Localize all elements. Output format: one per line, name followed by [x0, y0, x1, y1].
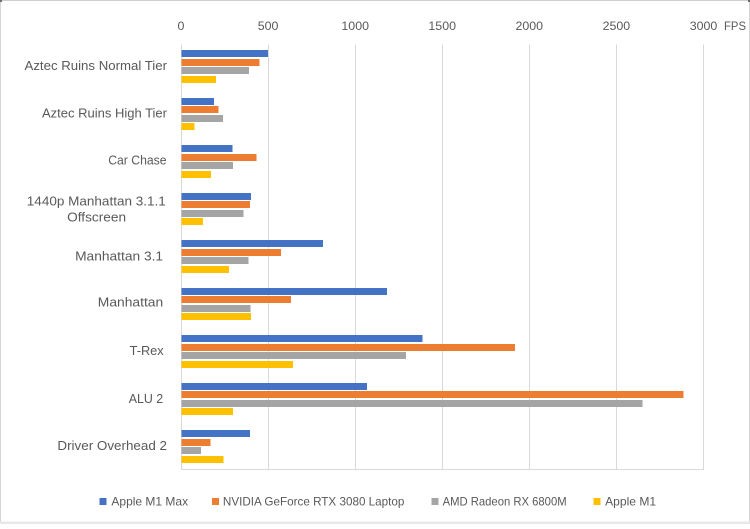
svg-text:Car Chase: Car Chase [108, 154, 166, 168]
svg-text:AMD Radeon RX 6800M: AMD Radeon RX 6800M [443, 495, 567, 508]
svg-text:T-Rex: T-Rex [130, 344, 165, 358]
svg-text:Driver Overhead 2: Driver Overhead 2 [57, 439, 167, 453]
svg-text:1440p Manhattan 3.1.1: 1440p Manhattan 3.1.1 [27, 194, 166, 208]
svg-text:500: 500 [258, 19, 279, 33]
svg-text:1000: 1000 [341, 19, 369, 33]
svg-text:ALU 2: ALU 2 [129, 392, 164, 406]
svg-text:Offscreen: Offscreen [67, 210, 126, 224]
svg-text:Aztec Ruins Normal Tier: Aztec Ruins Normal Tier [25, 59, 167, 73]
svg-text:Manhattan: Manhattan [98, 296, 163, 310]
svg-text:Manhattan 3.1: Manhattan 3.1 [75, 250, 163, 264]
svg-text:NVIDIA GeForce RTX 3080 Laptop: NVIDIA GeForce RTX 3080 Laptop [223, 495, 405, 508]
svg-text:3000: 3000 [690, 19, 718, 33]
svg-text:Aztec Ruins High Tier: Aztec Ruins High Tier [42, 106, 167, 120]
svg-text:0: 0 [178, 19, 185, 33]
svg-text:2500: 2500 [603, 19, 631, 33]
svg-text:1500: 1500 [428, 19, 456, 33]
svg-text:Apple M1: Apple M1 [605, 495, 656, 508]
svg-text:Apple M1 Max: Apple M1 Max [111, 495, 188, 508]
svg-text:2000: 2000 [516, 19, 544, 33]
svg-text:FPS: FPS [724, 19, 746, 33]
